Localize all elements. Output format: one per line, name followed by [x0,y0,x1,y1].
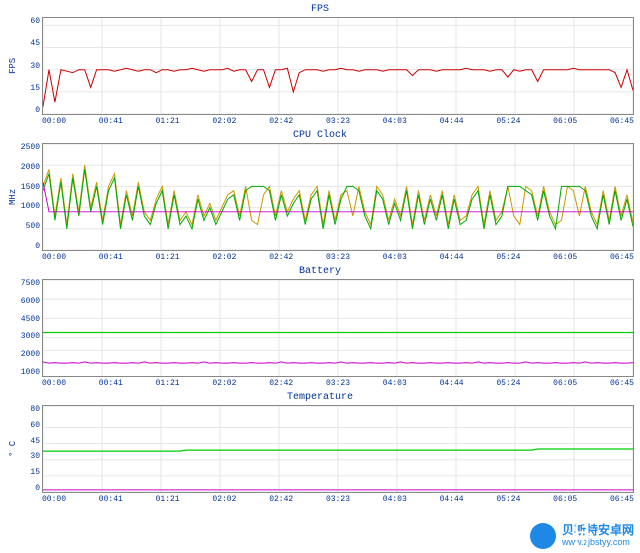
x-axis-ticks: 00:0000:4101:2102:0202:4203:2304:0304:44… [42,253,634,262]
panel-cpu-clock: CPU Clock MHz2500200015001000500000:0000:… [6,130,634,262]
y-axis-ticks: 25002000150010005000 [20,143,42,251]
y-axis-label: MHz [6,143,20,251]
y-axis-label [6,279,20,377]
x-axis-ticks: 00:0000:4101:2102:0202:4203:2304:0304:44… [42,495,634,504]
plot-area [42,143,634,251]
chart-container: FPSFPS60453015000:0000:4101:2102:0202:42… [0,0,640,504]
plot-area [42,279,634,377]
panel-temperature: Temperature ° C8060453015000:0000:4101:21… [6,392,634,504]
y-axis-label: FPS [6,17,20,115]
panel-fps: FPSFPS60453015000:0000:4101:2102:0202:42… [6,4,634,126]
y-axis-ticks: 80604530150 [20,405,42,493]
plot-area [42,17,634,115]
x-axis-ticks: 00:0000:4101:2102:0202:4203:2304:0304:44… [42,379,634,388]
chart-title: Temperature [6,392,634,403]
chart-title: CPU Clock [6,130,634,141]
plot-area [42,405,634,493]
panel-battery: Battery 75006000450030002000100000:0000:4… [6,266,634,388]
watermark-icon [530,523,556,549]
chart-title: Battery [6,266,634,277]
watermark: 贝斯特安卓网 www.zjbstyy.com [530,523,634,549]
y-axis-label: ° C [6,405,20,493]
y-axis-ticks: 750060004500300020001000 [20,279,42,377]
x-axis-ticks: 00:0000:4101:2102:0202:4203:2304:0304:44… [42,117,634,126]
series-line [43,362,633,363]
chart-title: FPS [6,4,634,15]
y-axis-ticks: 604530150 [20,17,42,115]
